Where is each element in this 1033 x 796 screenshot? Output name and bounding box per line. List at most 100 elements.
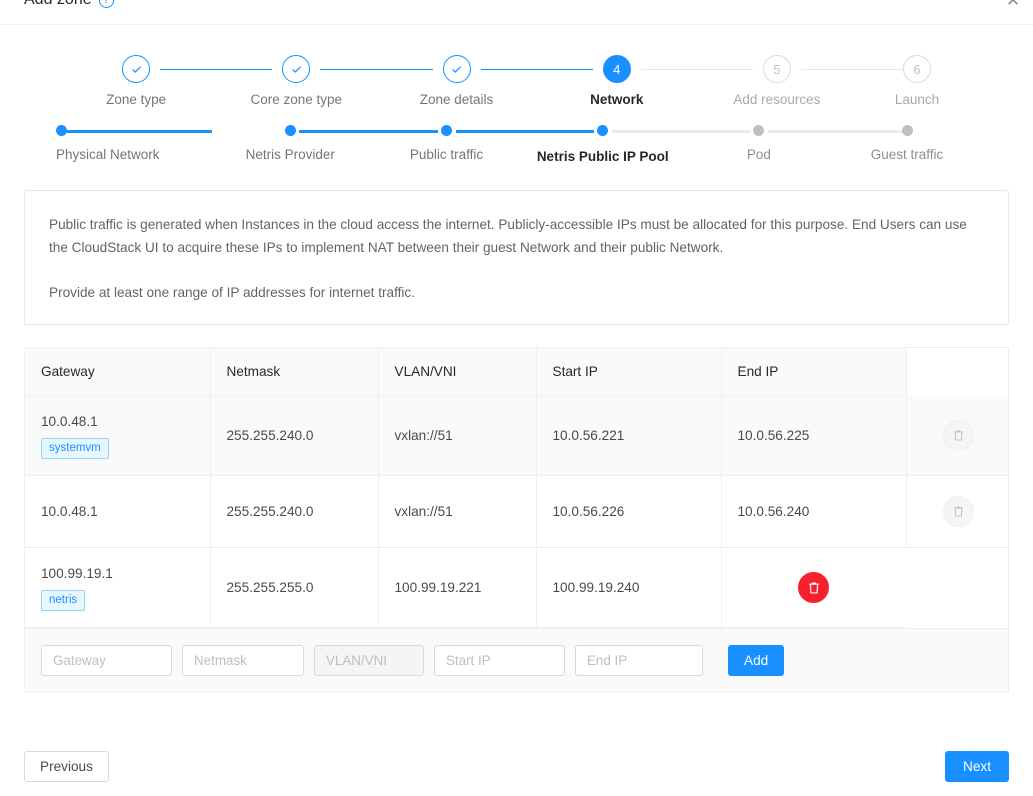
- cell-end-ip: 10.0.56.225: [721, 395, 907, 476]
- substep-dot-5: [753, 125, 765, 136]
- step-label-6: Launch: [894, 92, 940, 107]
- wizard-substeps: Physical Network Netris Provider Public …: [0, 107, 1033, 164]
- cell-start-ip: 10.0.56.221: [536, 395, 722, 476]
- cell-start-ip: 100.99.19.221: [378, 547, 537, 628]
- previous-button[interactable]: Previous: [24, 751, 109, 782]
- ip-range-table-element: Gateway Netmask VLAN/VNI Start IP End IP…: [25, 348, 1008, 628]
- substep-list: Physical Network Netris Provider Public …: [56, 125, 977, 164]
- substep-label-2: Netris Provider: [245, 147, 335, 162]
- step-label-5: Add resources: [733, 92, 821, 107]
- table-row: 10.0.48.1 255.255.240.0 vxlan://51 10.0.…: [25, 475, 1008, 548]
- gateway-value: 10.0.48.1: [41, 414, 98, 429]
- step-label-1: Zone type: [106, 92, 167, 107]
- step-circle-4: 4: [602, 55, 631, 83]
- netmask-input[interactable]: [182, 645, 304, 676]
- vlan-vni-input[interactable]: [314, 645, 424, 676]
- column-header-netmask: Netmask: [210, 348, 379, 396]
- substep-label-5: Pod: [746, 147, 771, 162]
- delete-row-button: [942, 496, 974, 527]
- step-label-2: Core zone type: [250, 92, 343, 107]
- add-ip-range-row: Add: [25, 628, 1008, 692]
- substep-connector-2: [299, 130, 438, 133]
- substep-label-1: Physical Network: [56, 147, 160, 162]
- step-label-3: Zone details: [419, 92, 494, 107]
- check-icon: [130, 63, 143, 76]
- cell-gateway: 100.99.19.1 netris: [25, 547, 211, 628]
- info-paragraph-2: Provide at least one range of IP address…: [49, 285, 415, 300]
- status-badge: systemvm: [41, 438, 109, 459]
- delete-row-button: [942, 419, 974, 451]
- trash-icon: [952, 505, 965, 518]
- step-circle-2: [282, 55, 311, 83]
- end-ip-input[interactable]: [575, 645, 703, 676]
- substep-label-6: Guest traffic: [870, 147, 944, 162]
- substep-pod[interactable]: Pod: [681, 125, 907, 162]
- substep-dot-3: [441, 125, 452, 136]
- step-connector-4: [640, 69, 753, 70]
- page-title: Add zone ?: [24, 0, 114, 9]
- question-circle-icon[interactable]: ?: [98, 0, 114, 8]
- substep-physical-network[interactable]: Physical Network: [56, 125, 213, 162]
- cell-vlan-vni: vxlan://51: [378, 475, 537, 548]
- substep-guest-traffic[interactable]: Guest traffic: [837, 125, 977, 162]
- page-title-text: Add zone: [24, 0, 92, 9]
- step-connector-1: [160, 69, 273, 70]
- step-connector-2: [320, 69, 433, 70]
- add-button[interactable]: Add: [728, 645, 785, 676]
- step-label-4: Network: [590, 92, 644, 107]
- cell-start-ip: 10.0.56.226: [536, 475, 722, 548]
- substep-public-traffic[interactable]: Public traffic: [368, 125, 594, 162]
- column-header-vlan-vni: VLAN/VNI: [378, 348, 537, 396]
- step-list: Zone type Core zone type Zone details 4: [56, 55, 977, 107]
- modal-footer: Previous Next: [0, 751, 1033, 782]
- start-ip-input[interactable]: [434, 645, 565, 676]
- modal-header: Add zone ? ✕: [0, 0, 1033, 25]
- substep-netris-public-ip-pool[interactable]: Netris Public IP Pool: [525, 125, 750, 164]
- gateway-value: 100.99.19.1: [41, 566, 113, 581]
- substep-dot-1: [56, 125, 67, 136]
- substep-connector-4: [611, 130, 750, 133]
- cell-end-ip: 100.99.19.240: [536, 547, 722, 628]
- check-icon: [450, 63, 463, 76]
- substep-dot-6: [901, 125, 913, 136]
- trash-icon: [807, 581, 821, 595]
- cell-netmask: 255.255.255.0: [210, 547, 379, 628]
- step-launch[interactable]: 6 Launch: [857, 55, 977, 107]
- step-zone-details[interactable]: Zone details: [376, 55, 593, 107]
- next-button[interactable]: Next: [945, 751, 1009, 782]
- step-zone-type[interactable]: Zone type: [56, 55, 273, 107]
- close-icon[interactable]: ✕: [1005, 0, 1021, 10]
- gateway-input[interactable]: [41, 645, 172, 676]
- cell-actions: [721, 547, 906, 628]
- trash-icon: [952, 429, 965, 442]
- table-row: 10.0.48.1 systemvm 255.255.240.0 vxlan:/…: [25, 395, 1008, 476]
- cell-netmask: 255.255.240.0: [210, 395, 379, 476]
- ip-range-table: Gateway Netmask VLAN/VNI Start IP End IP…: [24, 347, 1009, 693]
- cell-gateway: 10.0.48.1 systemvm: [25, 395, 211, 476]
- substep-dot-2: [284, 125, 296, 136]
- check-icon: [290, 63, 303, 76]
- step-circle-6: 6: [903, 55, 932, 83]
- substep-dot-4: [597, 125, 609, 136]
- step-connector-3: [480, 69, 593, 70]
- cell-gateway: 10.0.48.1: [25, 475, 211, 548]
- substep-label-4: Netris Public IP Pool: [536, 149, 669, 164]
- column-header-end-ip: End IP: [721, 348, 907, 396]
- cell-end-ip: 10.0.56.240: [721, 475, 907, 548]
- wizard-steps: Zone type Core zone type Zone details 4: [0, 25, 1033, 107]
- column-header-start-ip: Start IP: [536, 348, 722, 396]
- table-header-row: Gateway Netmask VLAN/VNI Start IP End IP: [25, 348, 1008, 396]
- cell-actions: [906, 395, 1008, 476]
- cell-vlan-vni: vxlan://51: [378, 395, 537, 476]
- step-network[interactable]: 4 Network: [537, 55, 753, 107]
- table-row: 100.99.19.1 netris 255.255.255.0 100.99.…: [25, 547, 1008, 628]
- gateway-value: 10.0.48.1: [41, 503, 98, 519]
- substep-netris-provider[interactable]: Netris Provider: [212, 125, 438, 162]
- delete-row-button[interactable]: [798, 572, 830, 603]
- step-add-resources[interactable]: 5 Add resources: [697, 55, 914, 107]
- substep-label-3: Public traffic: [409, 147, 484, 162]
- step-core-zone-type[interactable]: Core zone type: [216, 55, 433, 107]
- info-panel: Public traffic is generated when Instanc…: [24, 190, 1009, 325]
- status-badge: netris: [41, 590, 86, 611]
- step-connector-5: [800, 69, 914, 70]
